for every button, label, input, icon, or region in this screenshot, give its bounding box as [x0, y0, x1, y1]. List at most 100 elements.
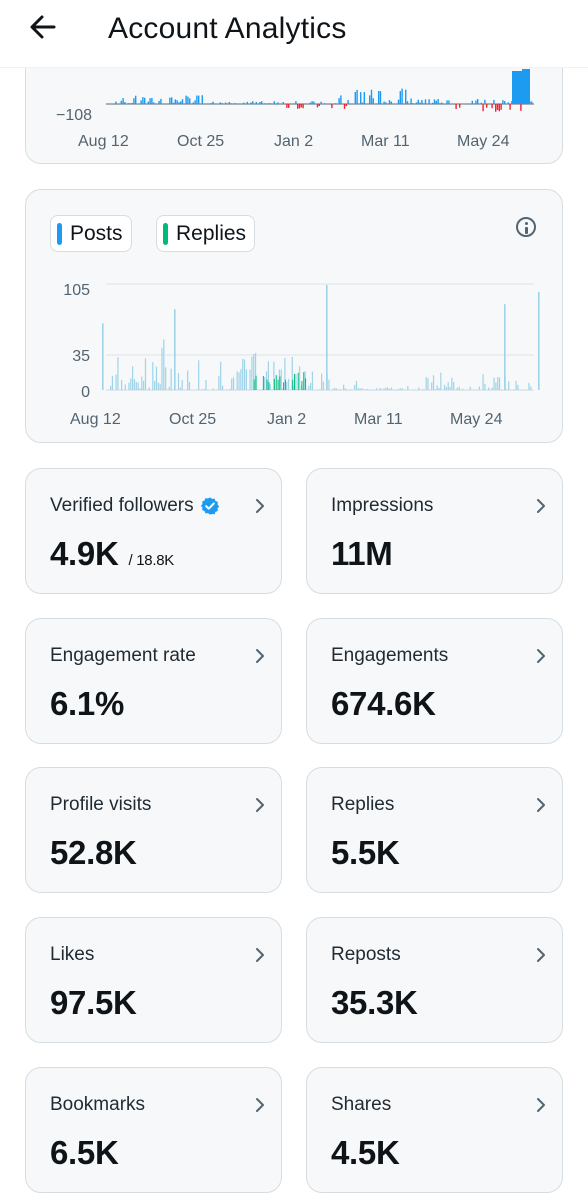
legend-label: Posts	[70, 221, 123, 245]
net-positive-bar	[320, 101, 322, 104]
replies-bar	[255, 375, 257, 390]
posts-bar	[484, 383, 486, 390]
posts-bar	[165, 367, 167, 390]
y-tick-label: 0	[81, 384, 90, 401]
posts-bar	[284, 357, 286, 390]
metric-label: Replies	[331, 794, 395, 815]
metric-verified-followers[interactable]: Verified followers 4.9K / 18.8K	[25, 468, 282, 594]
net-positive-bar	[133, 98, 135, 104]
net-positive-bar	[293, 103, 295, 105]
posts-bar	[332, 389, 334, 390]
posts-bar	[337, 389, 339, 391]
net-negative-bar	[509, 104, 511, 110]
net-positive-bar	[198, 95, 200, 104]
posts-bar	[407, 385, 409, 390]
metric-value: 4.9K	[50, 535, 119, 572]
legend-replies[interactable]: Replies	[156, 215, 256, 252]
posts-bar	[350, 389, 352, 390]
arrow-left-icon[interactable]	[26, 10, 60, 44]
net-positive-bar	[423, 103, 425, 104]
posts-bar	[346, 389, 348, 391]
replies-bar	[284, 379, 286, 390]
x-tick-label: Jan 2	[274, 133, 313, 150]
y-tick-label: −108	[56, 107, 92, 124]
net-positive-bar	[252, 101, 254, 104]
posts-replies-chart: 105 35 0 Aug 12 Oct 25 Jan 2 Mar 11 May …	[63, 282, 540, 428]
posts-bar	[429, 389, 431, 391]
posts-bar	[399, 388, 402, 390]
chevron-right-icon	[537, 649, 545, 663]
net-negative-bar	[498, 104, 500, 112]
posts-bar	[379, 387, 381, 390]
posts-bar	[253, 353, 255, 390]
posts-bar	[155, 366, 158, 390]
net-positive-bar	[504, 101, 506, 104]
chevron-right-icon	[256, 798, 264, 812]
net-positive-bar	[235, 103, 238, 105]
posts-replies-bars	[102, 285, 540, 391]
posts-bar	[421, 389, 424, 390]
metric-value: 11M	[331, 535, 393, 572]
net-positive-bar	[401, 88, 403, 104]
posts-bar	[133, 379, 136, 390]
x-tick-label: Aug 12	[78, 133, 129, 150]
posts-bar	[508, 381, 510, 390]
posts-bar	[291, 356, 293, 390]
posts-bar	[473, 389, 475, 391]
posts-bar	[115, 374, 117, 390]
metric-impressions[interactable]: Impressions 11M	[306, 468, 563, 594]
posts-bar	[322, 381, 325, 390]
net-negative-bar	[300, 104, 302, 108]
posts-bar	[482, 374, 484, 390]
net-positive-bar	[127, 103, 130, 104]
posts-bar	[163, 339, 165, 390]
metric-bookmarks[interactable]: Bookmarks 6.5K	[25, 1067, 282, 1193]
metric-engagements[interactable]: Engagements 674.6K	[306, 618, 563, 744]
net-positive-bar	[361, 102, 364, 104]
metric-replies[interactable]: Replies 5.5K	[306, 767, 563, 893]
replies-bar	[301, 380, 303, 390]
x-tick-label: Mar 11	[361, 133, 410, 150]
posts-bar	[506, 389, 508, 390]
net-negative-bar	[302, 104, 304, 109]
posts-bar	[267, 361, 269, 390]
posts-bar	[370, 389, 372, 391]
metric-reposts[interactable]: Reposts 35.3K	[306, 917, 563, 1043]
x-tick-label: Oct 25	[169, 411, 216, 428]
metric-engagement-rate[interactable]: Engagement rate 6.1%	[25, 618, 282, 744]
posts-bar	[269, 384, 271, 390]
metric-shares[interactable]: Shares 4.5K	[306, 1067, 563, 1193]
posts-bar	[383, 388, 385, 390]
posts-bar	[245, 369, 247, 390]
net-positive-bar	[376, 103, 378, 105]
net-positive-bar	[522, 69, 530, 104]
posts-bar	[372, 389, 374, 391]
net-positive-bar	[255, 101, 257, 104]
metric-value: 6.1%	[50, 685, 125, 722]
posts-bar	[469, 386, 471, 390]
metric-label: Engagement rate	[50, 645, 196, 666]
chevron-right-icon	[256, 1098, 264, 1112]
net-positive-bar	[379, 91, 382, 104]
chevron-right-icon	[537, 948, 545, 962]
posts-bar	[339, 389, 341, 390]
net-positive-bar	[477, 99, 479, 104]
net-positive-bar	[189, 98, 191, 104]
net-positive-bar	[512, 71, 522, 104]
metric-likes[interactable]: Likes 97.5K	[25, 917, 282, 1043]
replies-bar	[277, 379, 279, 390]
net-positive-bar	[415, 102, 418, 104]
replies-bar	[253, 379, 255, 390]
metric-profile-visits[interactable]: Profile visits 52.8K	[25, 767, 282, 893]
posts-bar	[381, 389, 383, 390]
chevron-right-icon	[537, 1098, 545, 1112]
legend-posts[interactable]: Posts	[50, 215, 132, 252]
net-positive-bar	[120, 100, 122, 104]
posts-bar	[273, 361, 275, 390]
net-positive-bar	[511, 100, 513, 104]
posts-bar	[111, 375, 114, 390]
net-positive-bar	[169, 97, 171, 104]
net-positive-bar	[228, 101, 230, 104]
verified-badge-icon	[200, 497, 219, 515]
info-icon[interactable]	[516, 217, 536, 237]
